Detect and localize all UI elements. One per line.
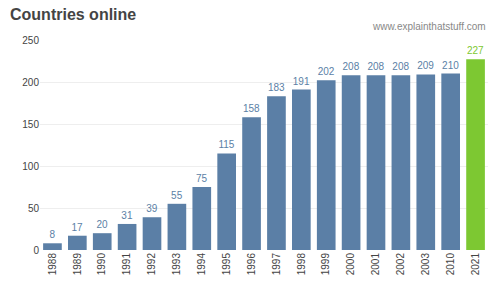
svg-text:158: 158 <box>243 103 260 114</box>
svg-text:1996: 1996 <box>246 253 257 276</box>
svg-text:183: 183 <box>268 82 285 93</box>
svg-text:115: 115 <box>218 139 234 150</box>
svg-text:1988: 1988 <box>47 253 58 276</box>
svg-text:1989: 1989 <box>72 253 83 276</box>
svg-text:227: 227 <box>467 45 484 56</box>
svg-text:100: 100 <box>22 161 39 172</box>
svg-text:1993: 1993 <box>171 253 182 276</box>
svg-text:Countries online: Countries online <box>10 6 136 23</box>
svg-text:208: 208 <box>343 61 360 72</box>
svg-text:39: 39 <box>146 203 158 214</box>
svg-text:209: 209 <box>417 60 434 71</box>
svg-text:2003: 2003 <box>420 253 431 276</box>
svg-text:17: 17 <box>72 222 84 233</box>
svg-text:1994: 1994 <box>196 253 207 276</box>
svg-text:2010: 2010 <box>445 253 456 276</box>
svg-text:200: 200 <box>22 77 39 88</box>
svg-text:31: 31 <box>121 210 133 221</box>
svg-text:75: 75 <box>196 173 208 184</box>
svg-text:50: 50 <box>28 203 40 214</box>
svg-text:250: 250 <box>22 35 39 46</box>
svg-text:210: 210 <box>442 60 459 71</box>
svg-text:55: 55 <box>171 190 183 201</box>
svg-text:0: 0 <box>33 245 39 256</box>
svg-text:150: 150 <box>22 119 39 130</box>
svg-text:191: 191 <box>293 76 310 87</box>
svg-text:2001: 2001 <box>370 253 381 276</box>
svg-text:1991: 1991 <box>121 253 132 276</box>
svg-text:1995: 1995 <box>221 253 232 276</box>
svg-text:208: 208 <box>367 61 384 72</box>
svg-text:2002: 2002 <box>395 253 406 276</box>
svg-text:1992: 1992 <box>146 253 157 276</box>
svg-text:1999: 1999 <box>320 253 331 276</box>
svg-text:1998: 1998 <box>296 253 307 276</box>
svg-text:202: 202 <box>318 66 335 77</box>
svg-text:8: 8 <box>49 229 55 240</box>
svg-text:2021: 2021 <box>470 253 481 276</box>
svg-text:2000: 2000 <box>345 253 356 276</box>
svg-text:www.explainthatstuff.com: www.explainthatstuff.com <box>372 21 486 32</box>
svg-text:1990: 1990 <box>96 253 107 276</box>
svg-text:208: 208 <box>392 61 409 72</box>
svg-text:20: 20 <box>96 219 108 230</box>
svg-text:1997: 1997 <box>271 253 282 276</box>
